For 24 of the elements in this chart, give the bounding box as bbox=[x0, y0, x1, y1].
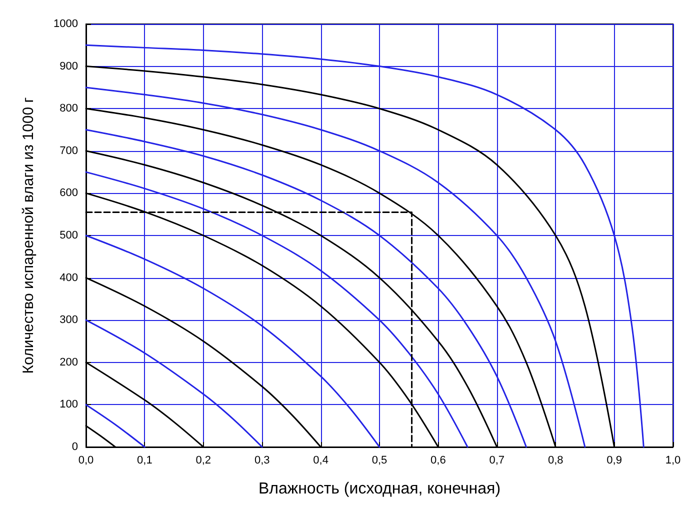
y-tick-label: 200 bbox=[60, 356, 78, 368]
x-tick-label: 0,3 bbox=[254, 454, 270, 466]
x-tick-label: 0,0 bbox=[78, 454, 94, 466]
y-tick-label: 400 bbox=[60, 272, 78, 284]
y-tick-label: 100 bbox=[60, 398, 78, 411]
y-tick-label: 600 bbox=[60, 187, 78, 200]
x-axis-title: Влажность (исходная, конечная) bbox=[258, 480, 501, 498]
y-tick-label: 1000 bbox=[54, 18, 78, 30]
x-tick-label: 0,9 bbox=[606, 454, 622, 466]
y-tick-label: 800 bbox=[60, 102, 78, 115]
y-tick-label: 300 bbox=[60, 314, 78, 326]
y-tick-label: 0 bbox=[72, 441, 78, 453]
y-tick-label: 700 bbox=[60, 144, 78, 157]
x-tick-label: 0,5 bbox=[372, 454, 388, 466]
x-tick-label: 0,6 bbox=[430, 454, 446, 466]
y-axis-title: Количество испаренной влаги из 1000 г bbox=[20, 96, 37, 374]
x-tick-label: 0,4 bbox=[313, 454, 328, 466]
y-tick-label: 900 bbox=[60, 60, 78, 72]
x-tick-label: 0,1 bbox=[137, 454, 152, 466]
x-tick-label: 0,8 bbox=[548, 454, 564, 466]
x-tick-label: 0,2 bbox=[196, 454, 212, 466]
x-tick-label: 1,0 bbox=[665, 454, 681, 466]
x-tick-label: 0,7 bbox=[489, 454, 505, 466]
y-tick-label: 500 bbox=[60, 230, 78, 242]
